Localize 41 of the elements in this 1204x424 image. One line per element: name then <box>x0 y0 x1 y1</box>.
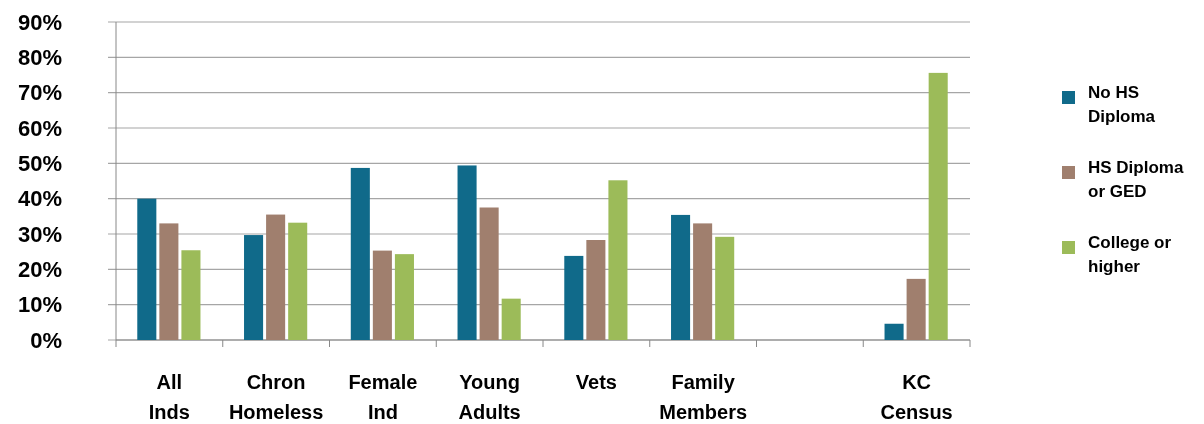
y-tick-label: 80% <box>17 45 62 71</box>
bar <box>693 223 713 340</box>
x-tick-label: Vets <box>575 371 617 393</box>
y-tick-label: 50% <box>17 151 62 177</box>
bar <box>479 207 499 340</box>
bar <box>288 222 308 340</box>
bar <box>501 298 521 340</box>
x-tick-label: Chron Homeless <box>228 371 324 423</box>
bar <box>457 165 477 340</box>
y-tick-label: 20% <box>17 257 62 283</box>
y-tick-label: 70% <box>17 80 62 106</box>
bar <box>671 214 691 340</box>
bar <box>715 236 735 340</box>
bar <box>181 250 201 340</box>
bar <box>394 254 414 340</box>
x-tick-label: All Inds <box>148 371 190 423</box>
x-tick-label: Young Adults <box>458 371 521 423</box>
legend-label: HS Diploma or GED <box>1088 158 1184 201</box>
bar <box>608 180 628 340</box>
bar <box>586 240 606 340</box>
bar <box>884 323 904 340</box>
bar <box>906 278 926 340</box>
x-tick-label: KC Census <box>880 371 953 423</box>
y-tick-label: 30% <box>17 221 62 247</box>
legend-label: College or higher <box>1088 233 1172 276</box>
y-tick-label: 0% <box>30 327 62 353</box>
legend-label: No HS Diploma <box>1088 83 1156 126</box>
bar <box>137 198 157 340</box>
y-tick-label: 10% <box>17 292 62 318</box>
bar <box>244 235 264 340</box>
x-tick-label: Female Ind <box>348 371 418 423</box>
bar <box>266 214 286 340</box>
y-tick-label: 40% <box>17 186 62 212</box>
bar <box>372 250 392 340</box>
bar <box>564 255 584 340</box>
bar <box>350 167 370 340</box>
x-tick-label: Family Members <box>659 371 748 423</box>
y-tick-label: 60% <box>17 115 62 141</box>
y-tick-label: 90% <box>17 9 62 35</box>
bar <box>928 72 948 340</box>
bar <box>159 223 179 340</box>
